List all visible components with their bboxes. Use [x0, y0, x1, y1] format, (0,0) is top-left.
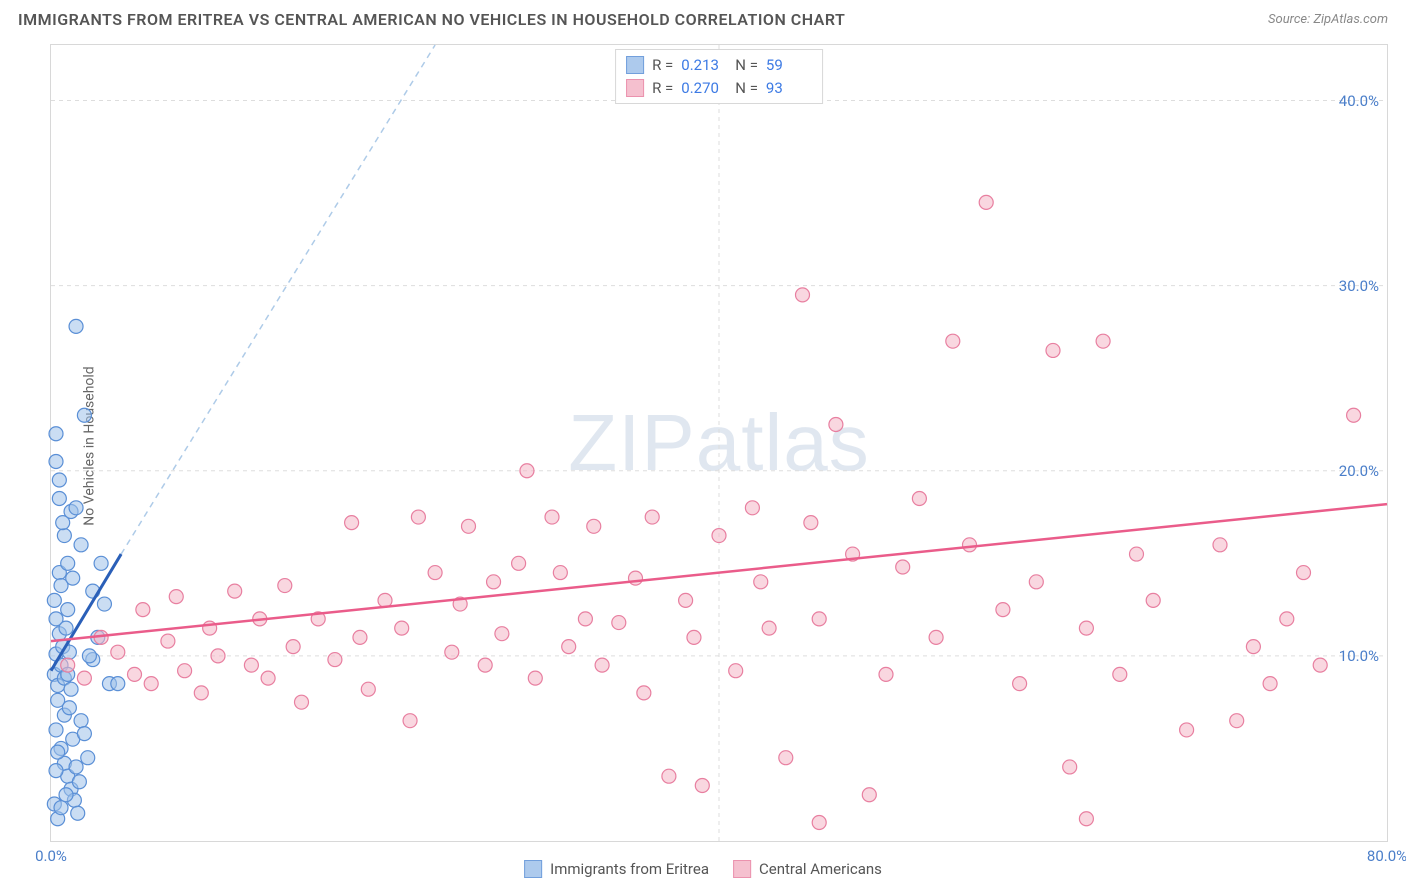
r-value-central: 0.270 — [681, 77, 727, 100]
n-value-central: 93 — [766, 77, 812, 100]
source-attribution: Source: ZipAtlas.com — [1268, 12, 1388, 27]
n-label: N = — [735, 77, 758, 100]
n-label: N = — [735, 54, 758, 77]
chart-title: IMMIGRANTS FROM ERITREA VS CENTRAL AMERI… — [18, 10, 845, 29]
y-tick-label: 20.0% — [1339, 462, 1379, 480]
y-tick-label: 10.0% — [1339, 647, 1379, 665]
r-value-eritrea: 0.213 — [681, 54, 727, 77]
legend-item-central: Central Americans — [733, 860, 882, 878]
legend-row-eritrea: R = 0.213 N = 59 — [626, 54, 812, 77]
source-value: ZipAtlas.com — [1313, 12, 1388, 27]
source-label: Source: — [1268, 12, 1310, 27]
swatch-eritrea — [626, 56, 644, 74]
swatch-eritrea-icon — [524, 860, 542, 878]
legend-label-eritrea: Immigrants from Eritrea — [550, 860, 709, 878]
swatch-central — [626, 79, 644, 97]
chart-area: ZIPatlas R = 0.213 N = 59 R = 0.270 N = … — [50, 44, 1388, 842]
legend-row-central: R = 0.270 N = 93 — [626, 77, 812, 100]
n-value-eritrea: 59 — [766, 54, 812, 77]
swatch-central-icon — [733, 860, 751, 878]
scatter-plot-svg — [51, 45, 1387, 841]
series-legend: Immigrants from Eritrea Central American… — [524, 860, 882, 878]
y-tick-label: 40.0% — [1339, 92, 1379, 110]
r-label: R = — [652, 77, 673, 100]
x-tick-label: 80.0% — [1367, 847, 1406, 865]
legend-label-central: Central Americans — [759, 860, 882, 878]
r-label: R = — [652, 54, 673, 77]
y-tick-label: 30.0% — [1339, 277, 1379, 295]
x-tick-label: 0.0% — [35, 847, 67, 865]
correlation-legend: R = 0.213 N = 59 R = 0.270 N = 93 — [615, 49, 823, 104]
legend-item-eritrea: Immigrants from Eritrea — [524, 860, 709, 878]
